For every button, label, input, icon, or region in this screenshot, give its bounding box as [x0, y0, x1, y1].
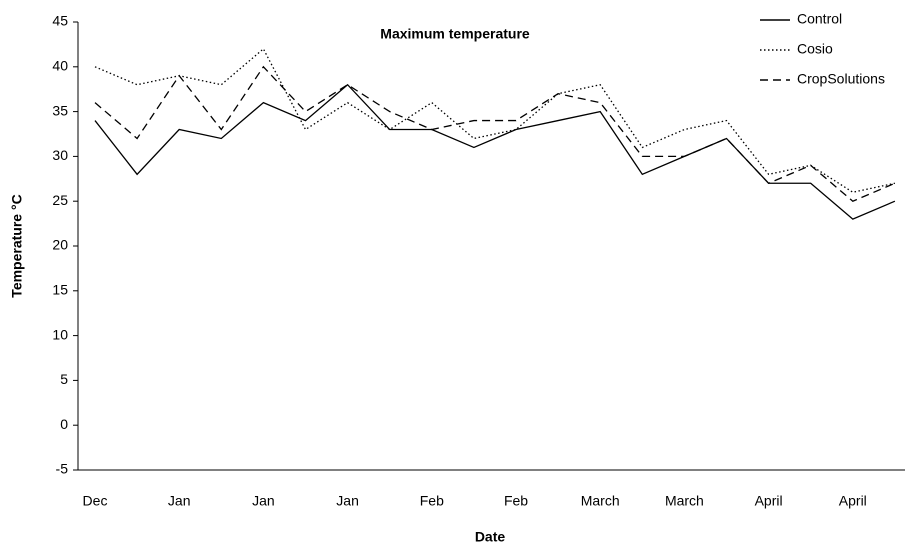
x-tick-label: Feb [420, 493, 444, 509]
y-tick-label: 40 [52, 58, 68, 74]
y-tick-label: 15 [52, 282, 68, 298]
y-tick-label: 5 [60, 371, 68, 387]
x-tick-label: April [755, 493, 783, 509]
x-tick-label: Feb [504, 493, 528, 509]
y-tick-label: 10 [52, 326, 68, 342]
data-line [94, 47, 896, 193]
y-axis-label: Temperature °C [9, 194, 25, 297]
x-tick-label: Jan [252, 493, 275, 509]
legend-label: Cosio [797, 41, 833, 57]
x-axis-label: Date [475, 529, 506, 545]
y-tick-label: 45 [52, 13, 68, 29]
x-tick-label: April [839, 493, 867, 509]
y-tick-label: -5 [56, 461, 69, 477]
chart-title: Maximum temperature [380, 26, 530, 42]
y-tick-label: 0 [60, 416, 68, 432]
x-tick-label: Jan [336, 493, 359, 509]
y-tick-label: 30 [52, 147, 68, 163]
x-tick-label: March [581, 493, 620, 509]
y-tick-label: 25 [52, 192, 68, 208]
legend-label: CropSolutions [797, 71, 885, 87]
y-tick-label: 20 [52, 237, 68, 253]
x-tick-label: March [665, 493, 704, 509]
data-line [94, 65, 896, 202]
data-line [94, 83, 896, 220]
legend-label: Control [797, 11, 842, 27]
x-tick-label: Dec [83, 493, 108, 509]
y-tick-label: 35 [52, 102, 68, 118]
x-tick-label: Jan [168, 493, 191, 509]
